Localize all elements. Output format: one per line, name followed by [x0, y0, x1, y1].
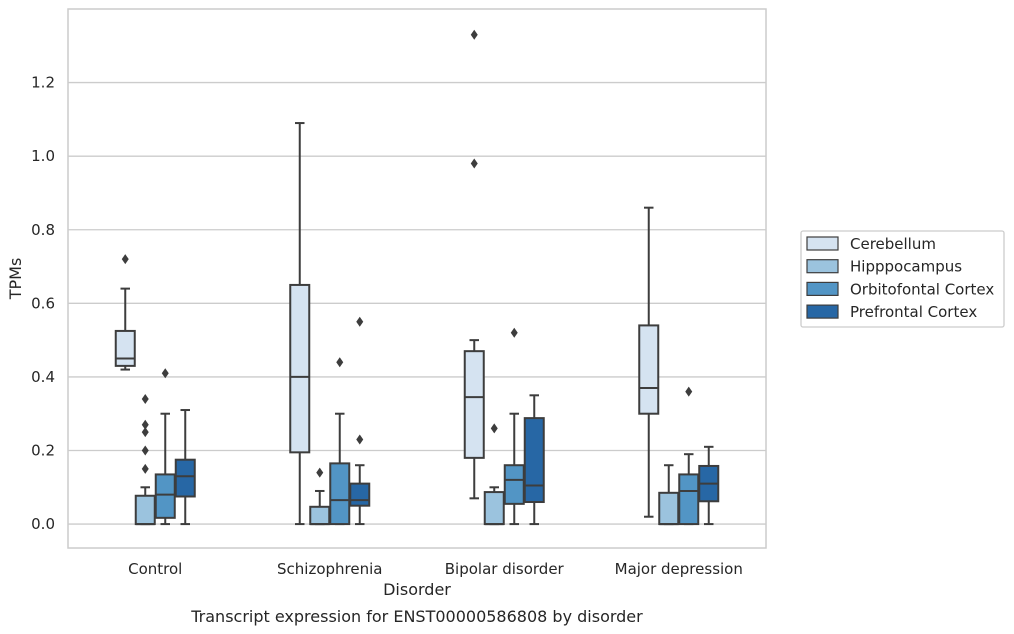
box-body: [638, 324, 660, 415]
box-body: [463, 350, 485, 459]
y-tick-label: 1.0: [31, 147, 55, 165]
legend-swatch: [806, 259, 839, 274]
y-tick-label: 1.2: [31, 74, 55, 92]
outlier-point: [121, 254, 129, 265]
box-body: [658, 491, 680, 526]
outlier-point: [685, 386, 693, 397]
box-2-0: [463, 29, 485, 500]
legend-swatch: [806, 281, 839, 296]
box-2-1: [483, 423, 505, 526]
box-body: [309, 505, 331, 526]
box-body: [483, 491, 505, 526]
box-body: [289, 283, 311, 454]
x-tick-label: Schizophrenia: [277, 560, 382, 578]
legend-swatch: [806, 236, 839, 251]
outlier-point: [161, 368, 169, 379]
outlier-point: [141, 445, 149, 456]
outlier-point: [356, 316, 364, 327]
legend-frame: [800, 230, 1005, 328]
box-0-1: [134, 393, 156, 526]
boxes: [114, 29, 720, 526]
y-tick-labels: 0.0 0.2 0.4 0.6 0.8 1.0 1.2: [31, 74, 55, 534]
outlier-point: [316, 467, 324, 478]
y-axis-label: TPMs: [6, 258, 25, 301]
box-body: [349, 482, 371, 507]
y-tick-label: 0.0: [31, 515, 55, 533]
box-1-1: [309, 467, 331, 526]
outlier-point: [470, 158, 478, 169]
outlier-point: [490, 423, 498, 434]
legend-swatch: [806, 304, 839, 319]
x-tick-label: Control: [128, 560, 182, 578]
box-2-2: [503, 327, 525, 526]
legend-label: Prefrontal Cortex: [850, 303, 977, 321]
box-3-1: [658, 464, 680, 526]
outlier-point: [141, 427, 149, 438]
box-body: [503, 464, 525, 505]
box-body: [174, 458, 196, 498]
outlier-point: [470, 29, 478, 40]
plot-area-frame: [67, 8, 767, 549]
box-0-2: [154, 368, 176, 526]
outlier-point: [336, 357, 344, 368]
box-body: [114, 329, 136, 367]
box-1-3: [349, 316, 371, 526]
chart-caption: Transcript expression for ENST0000058680…: [190, 607, 643, 626]
y-tick-label: 0.6: [31, 294, 55, 312]
y-tick-label: 0.2: [31, 442, 55, 460]
box-body: [329, 462, 351, 526]
box-body: [523, 417, 545, 504]
gridlines: [68, 81, 766, 525]
outlier-point: [141, 463, 149, 474]
x-tick-labels: Control Schizophrenia Bipolar disorder Majo…: [128, 560, 743, 578]
legend-label: Hipppocampus: [850, 258, 962, 276]
box-2-3: [523, 394, 545, 526]
outlier-point: [141, 393, 149, 404]
box-3-3: [698, 445, 720, 526]
box-1-2: [329, 357, 351, 526]
y-tick-label: 0.4: [31, 368, 55, 386]
outlier-point: [141, 419, 149, 430]
x-tick-label: Bipolar disorder: [445, 560, 565, 578]
legend: Cerebellum Hipppocampus Orbitofontal Corte…: [800, 230, 1005, 328]
box-body: [134, 494, 156, 526]
box-body: [154, 473, 176, 519]
outlier-point: [510, 327, 518, 338]
x-axis-label: Disorder: [383, 580, 451, 599]
box-0-0: [114, 254, 136, 371]
legend-label: Orbitofontal Cortex: [850, 280, 994, 298]
box-0-3: [174, 409, 196, 526]
y-tick-label: 0.8: [31, 221, 55, 239]
box-1-0: [289, 122, 311, 526]
box-3-0: [638, 206, 660, 518]
outlier-point: [356, 434, 364, 445]
box-body: [678, 473, 700, 526]
x-tick-label: Major depression: [615, 560, 743, 578]
legend-label: Cerebellum: [850, 235, 936, 253]
box-3-2: [678, 386, 700, 526]
